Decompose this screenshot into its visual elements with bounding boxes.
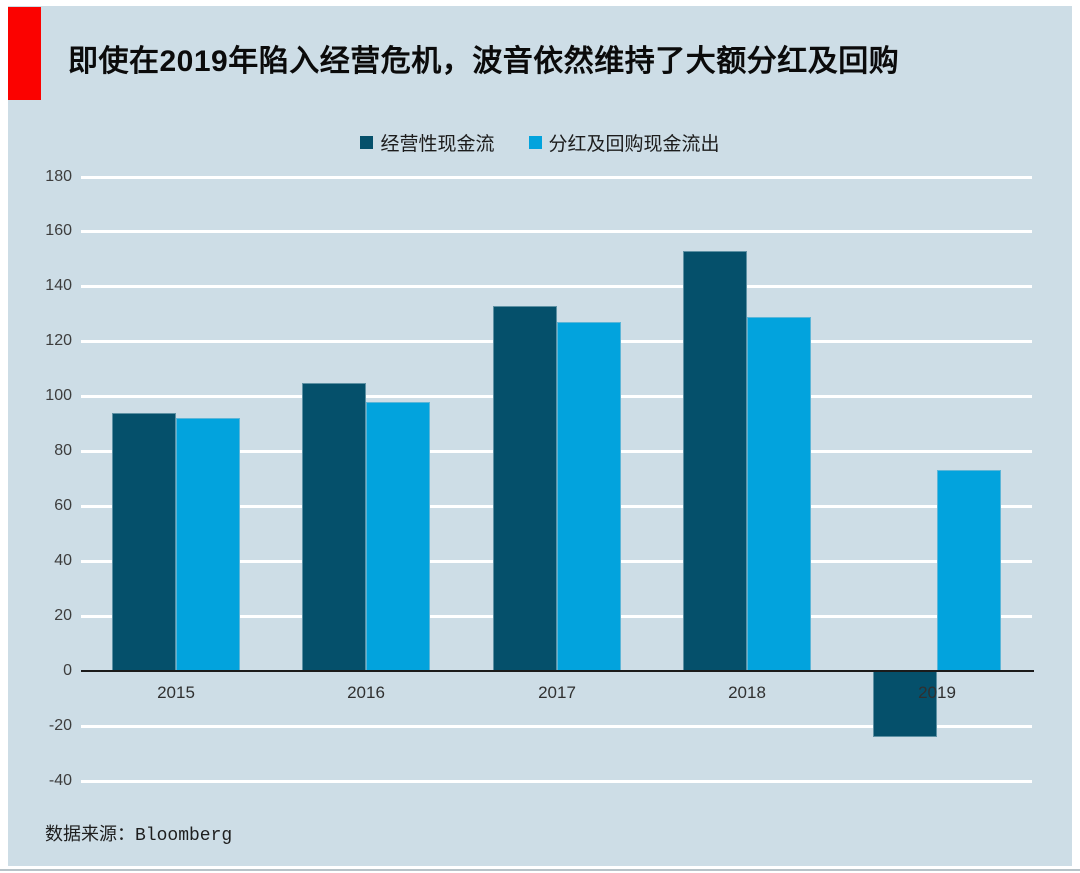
legend-item-1: 分红及回购现金流出 — [528, 129, 720, 156]
data-source-note: 数据来源：Bloomberg — [45, 826, 233, 846]
y-tick-label--40: -40 — [48, 772, 72, 789]
y-tick-label-80: 80 — [54, 442, 72, 459]
bar-2018-series-1 — [747, 317, 811, 671]
y-tick-label-40: 40 — [54, 552, 72, 569]
legend-swatch-icon — [528, 136, 542, 149]
gridline--20 — [81, 725, 1032, 728]
bar-2019-series-0 — [873, 671, 937, 737]
y-tick-label-180: 180 — [45, 168, 72, 185]
y-tick-label-100: 100 — [45, 387, 72, 404]
x-axis-label-2019: 2019 — [918, 683, 956, 702]
y-tick-label-140: 140 — [45, 277, 72, 294]
bottom-divider — [0, 869, 1080, 871]
legend-swatch-icon — [360, 136, 374, 149]
y-tick-label-60: 60 — [54, 497, 72, 514]
bar-2016-series-0 — [302, 383, 366, 671]
bar-2019-series-1 — [937, 470, 1001, 671]
gridline-140 — [81, 285, 1032, 288]
legend-label: 经营性现金流 — [380, 134, 495, 155]
x-axis-label-2015: 2015 — [157, 683, 195, 702]
chart-title: 即使在2019年陷入经营危机，波音依然维持了大额分红及回购 — [68, 45, 900, 78]
x-axis-label-2018: 2018 — [728, 683, 766, 702]
gridline-180 — [81, 176, 1032, 179]
bar-2015-series-0 — [112, 413, 176, 671]
y-tick-label-120: 120 — [45, 332, 72, 349]
y-tick-label-160: 160 — [45, 222, 72, 239]
x-axis-line — [81, 670, 1034, 672]
legend-label: 分红及回购现金流出 — [548, 134, 720, 155]
y-tick-label-20: 20 — [54, 607, 72, 624]
red-accent-block — [8, 7, 41, 100]
chart-legend: 经营性现金流 分红及回购现金流出 — [8, 129, 1072, 156]
bar-2015-series-1 — [176, 418, 240, 671]
y-tick-label--20: -20 — [48, 717, 72, 734]
x-axis-label-2016: 2016 — [347, 683, 385, 702]
bar-2017-series-0 — [493, 306, 557, 671]
y-tick-label-0: 0 — [63, 662, 72, 679]
bar-2018-series-0 — [683, 251, 747, 671]
bar-2017-series-1 — [557, 322, 621, 671]
gridline--40 — [81, 780, 1032, 783]
gridline-160 — [81, 230, 1032, 233]
x-axis-label-2017: 2017 — [538, 683, 576, 702]
legend-item-0: 经营性现金流 — [360, 129, 495, 156]
bar-2016-series-1 — [366, 402, 430, 671]
